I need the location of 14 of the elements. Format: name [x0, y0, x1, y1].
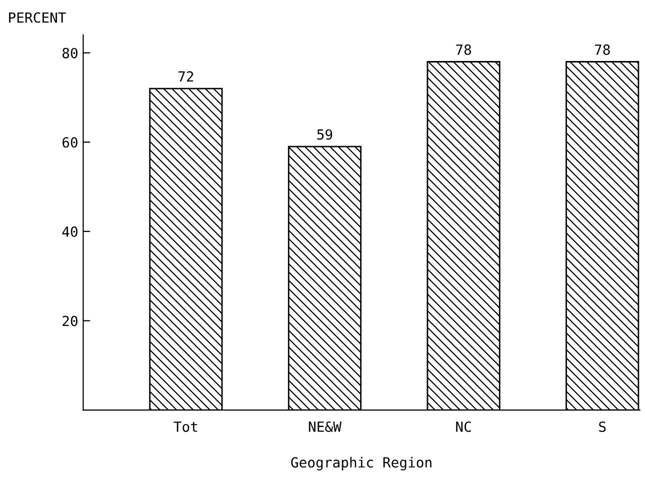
x-axis-title: Geographic Region: [291, 456, 432, 470]
data-label: 59: [317, 129, 332, 140]
x-tick-label: S: [599, 421, 606, 432]
y-tick-label: 60: [62, 137, 78, 148]
x-tick-label: NC: [456, 421, 471, 432]
y-tick-label: 40: [62, 226, 78, 237]
x-tick-label: Tot: [174, 422, 198, 432]
x-tick-label: NE&W: [308, 421, 342, 432]
data-label: 78: [594, 44, 610, 55]
data-label: 78: [456, 44, 472, 55]
data-label: 72: [178, 71, 194, 82]
y-axis-title: PERCENT: [9, 12, 66, 23]
y-tick-label: 80: [62, 48, 78, 58]
y-tick-label: 20: [62, 316, 78, 326]
